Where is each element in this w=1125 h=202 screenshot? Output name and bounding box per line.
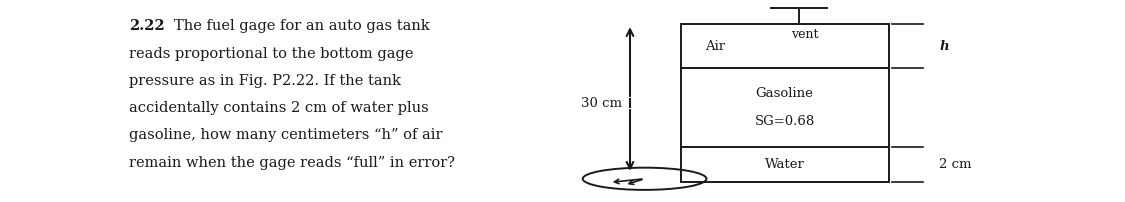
Text: SG=0.68: SG=0.68 bbox=[755, 115, 814, 128]
Text: h: h bbox=[939, 40, 950, 53]
Text: gasoline, how many centimeters “h” of air: gasoline, how many centimeters “h” of ai… bbox=[129, 128, 443, 142]
Text: Gasoline: Gasoline bbox=[756, 87, 813, 100]
Text: reads proportional to the bottom gage: reads proportional to the bottom gage bbox=[129, 46, 414, 61]
Text: 2.22: 2.22 bbox=[129, 19, 165, 33]
Text: Water: Water bbox=[765, 158, 804, 171]
Text: accidentally contains 2 cm of water plus: accidentally contains 2 cm of water plus bbox=[129, 101, 429, 115]
Text: Air: Air bbox=[705, 40, 726, 53]
Text: 30 cm: 30 cm bbox=[582, 97, 622, 109]
Text: The fuel gage for an auto gas tank: The fuel gage for an auto gas tank bbox=[174, 19, 430, 33]
Text: 2 cm: 2 cm bbox=[939, 158, 972, 171]
Text: remain when the gage reads “full” in error?: remain when the gage reads “full” in err… bbox=[129, 156, 456, 170]
Text: vent: vent bbox=[791, 28, 818, 41]
Text: pressure as in Fig. P2.22. If the tank: pressure as in Fig. P2.22. If the tank bbox=[129, 74, 402, 88]
